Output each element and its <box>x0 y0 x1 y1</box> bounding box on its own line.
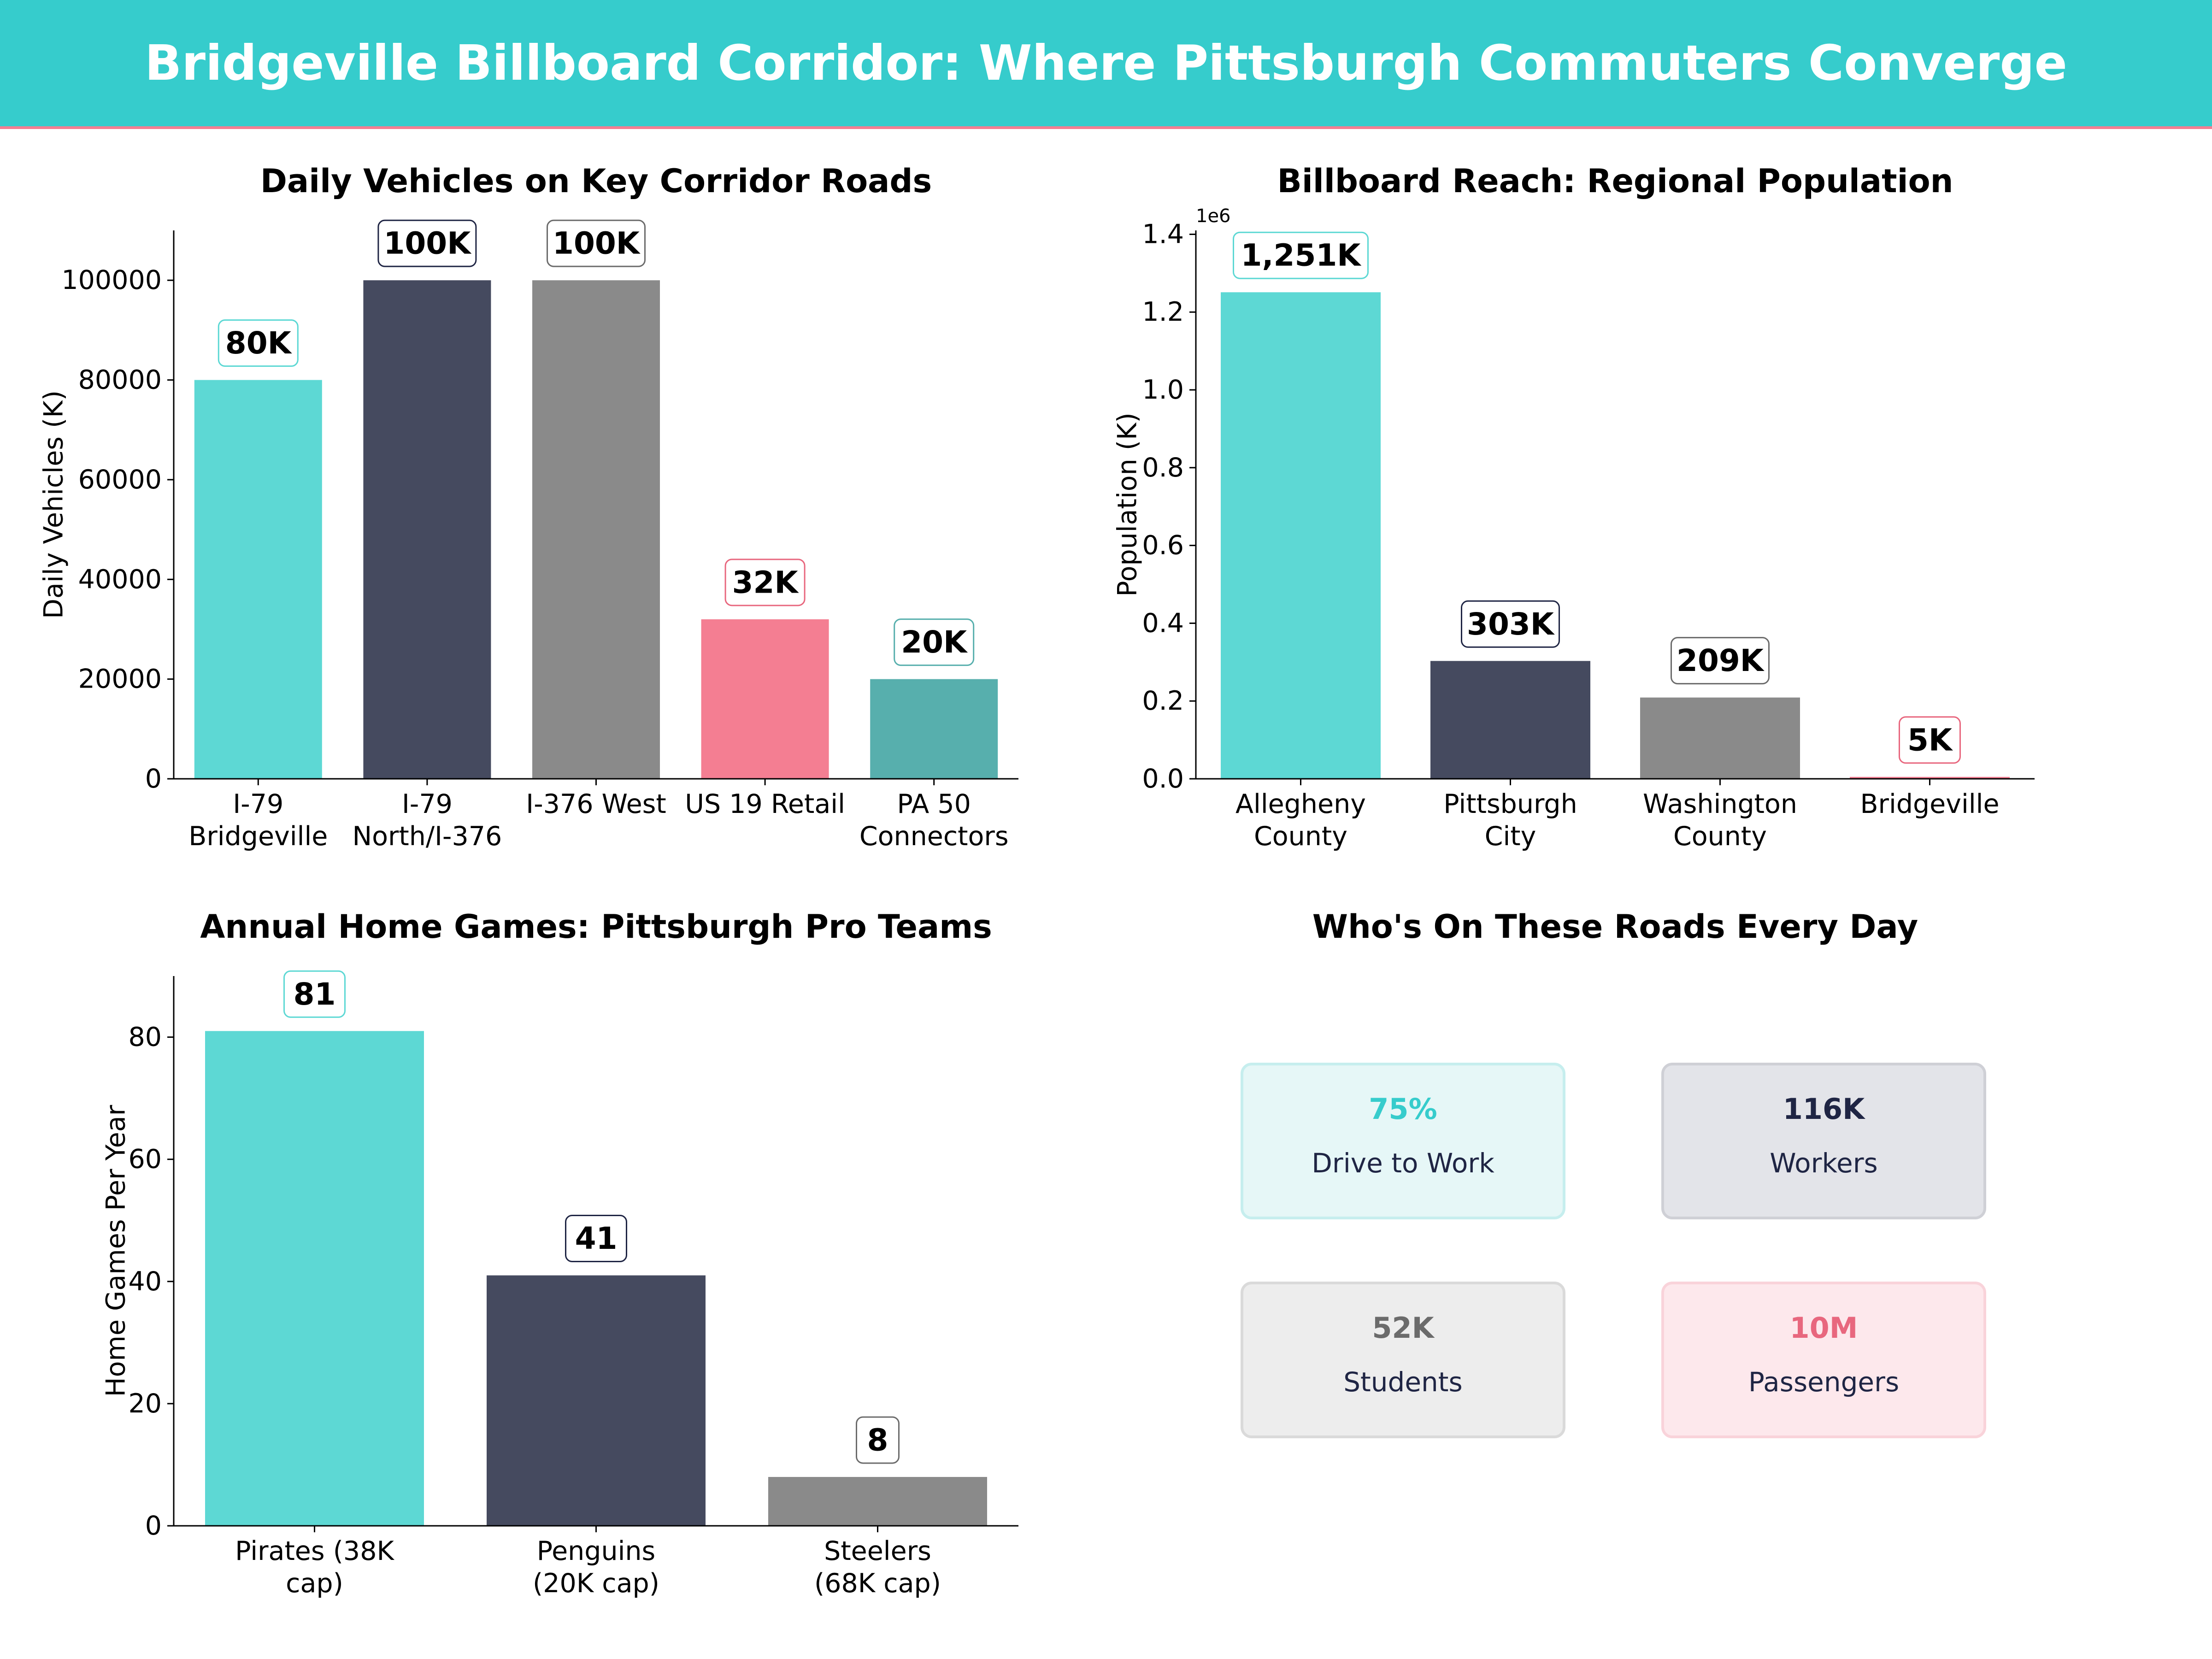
data-label-box <box>1671 637 1770 685</box>
chart-1: Billboard Reach: Regional Population Popu… <box>1112 162 2035 852</box>
data-label: 81 <box>294 977 336 1012</box>
bar <box>532 280 660 779</box>
data-label-box <box>894 618 975 666</box>
chart-0: Daily Vehicles on Key Corridor Roads Dail… <box>39 162 1018 852</box>
bar <box>1221 292 1381 779</box>
data-label-box <box>1461 600 1560 648</box>
x-tick-label: Pittsburgh City <box>1443 789 1577 852</box>
y-tick-label: 0.6 <box>1142 530 1184 561</box>
bar <box>487 1275 706 1526</box>
y-tick-label: 1.2 <box>1142 297 1184 327</box>
kpi-value: 52K <box>1372 1311 1434 1345</box>
y-axis-label: Daily Vehicles (K) <box>39 390 69 619</box>
y-tick-label: 60 <box>128 1144 162 1175</box>
y-tick-label: 80000 <box>78 365 162 395</box>
x-tick-label: I-376 West <box>526 789 666 819</box>
x-tick-label: I-79 North/I-376 <box>352 789 502 852</box>
x-tick-label: Steelers (68K cap) <box>814 1536 941 1599</box>
axis-offset-label: 1e6 <box>1196 206 1231 227</box>
kpi-card-2: 52K Students <box>1241 1282 1565 1438</box>
kpi-label: Drive to Work <box>1312 1147 1494 1179</box>
bar <box>363 280 491 779</box>
bar <box>768 1477 987 1526</box>
y-tick-label: 0 <box>145 1511 162 1541</box>
header-banner: Bridgeville Billboard Corridor: Where Pi… <box>0 0 2212 129</box>
kpi-label: Students <box>1343 1366 1463 1398</box>
data-label-box <box>856 1416 900 1464</box>
bar <box>1430 661 1590 779</box>
y-tick-label: 80 <box>128 1022 162 1053</box>
data-label-box <box>724 559 806 606</box>
kpi-value: 10M <box>1789 1311 1858 1345</box>
x-tick-label: I-79 Bridgeville <box>188 789 328 852</box>
y-tick-label: 40 <box>128 1266 162 1297</box>
bar <box>870 679 998 779</box>
data-label-box <box>565 1215 627 1263</box>
kpi-label: Workers <box>1770 1147 1878 1179</box>
kpi-value: 116K <box>1783 1092 1865 1126</box>
data-label-box <box>377 219 477 267</box>
y-axis-label: Home Games Per Year <box>101 1105 131 1397</box>
y-tick-label: 60000 <box>78 465 162 495</box>
x-tick-label: Washington County <box>1643 789 1797 852</box>
data-label: 8 <box>867 1422 888 1458</box>
bar <box>701 619 829 779</box>
kpi-panel-title: Who's On These Roads Every Day <box>1312 908 1918 946</box>
chart-title: Billboard Reach: Regional Population <box>1277 162 1953 200</box>
data-label-box <box>547 219 646 267</box>
data-label: 303K <box>1467 606 1555 642</box>
data-label: 32K <box>732 565 800 600</box>
page-title: Bridgeville Billboard Corridor: Where Pi… <box>145 35 2067 91</box>
y-tick-label: 1.4 <box>1142 219 1184 249</box>
bar <box>1640 697 1800 779</box>
y-tick-label: 20 <box>128 1388 162 1419</box>
y-tick-label: 0.8 <box>1142 453 1184 483</box>
bar <box>205 1031 424 1526</box>
data-label-box <box>218 319 299 367</box>
data-label: 100K <box>383 226 472 261</box>
y-tick-label: 20000 <box>78 664 162 694</box>
chart-title: Annual Home Games: Pittsburgh Pro Teams <box>200 908 992 946</box>
y-axis-label: Population (K) <box>1112 412 1143 596</box>
y-tick-label: 0 <box>145 764 162 794</box>
x-tick-label: US 19 Retail <box>685 789 845 819</box>
kpi-card-1: 116K Workers <box>1661 1063 1986 1219</box>
y-tick-label: 0.4 <box>1142 608 1184 638</box>
y-tick-label: 0.0 <box>1142 764 1184 794</box>
kpi-card-0: 75% Drive to Work <box>1241 1063 1565 1219</box>
x-tick-label: Bridgeville <box>1860 789 1999 819</box>
x-tick-label: Allegheny County <box>1235 789 1366 852</box>
kpi-card-3: 10M Passengers <box>1661 1282 1986 1438</box>
x-tick-label: Penguins (20K cap) <box>533 1536 659 1599</box>
data-label-box <box>1233 231 1369 279</box>
y-tick-label: 100000 <box>61 265 162 295</box>
data-label: 41 <box>575 1221 618 1256</box>
kpi-label: Passengers <box>1748 1366 1900 1398</box>
x-tick-label: PA 50 Connectors <box>859 789 1009 852</box>
data-label-box <box>283 970 346 1018</box>
data-label: 209K <box>1677 643 1765 678</box>
data-label: 1,251K <box>1241 238 1362 273</box>
data-label: 20K <box>901 624 968 660</box>
chart-2: Annual Home Games: Pittsburgh Pro Teams H… <box>101 908 1018 1599</box>
kpi-value: 75% <box>1369 1092 1437 1126</box>
bar <box>1850 777 2010 779</box>
chart-title: Daily Vehicles on Key Corridor Roads <box>260 162 932 200</box>
y-tick-label: 0.2 <box>1142 686 1184 716</box>
data-label-box <box>1899 716 1961 764</box>
y-tick-label: 1.0 <box>1142 375 1184 405</box>
y-tick-label: 40000 <box>78 564 162 594</box>
bar <box>194 380 322 779</box>
data-label: 5K <box>1907 722 1953 758</box>
data-label: 100K <box>553 226 641 261</box>
x-tick-label: Pirates (38K cap) <box>235 1536 394 1599</box>
data-label: 80K <box>225 325 293 361</box>
